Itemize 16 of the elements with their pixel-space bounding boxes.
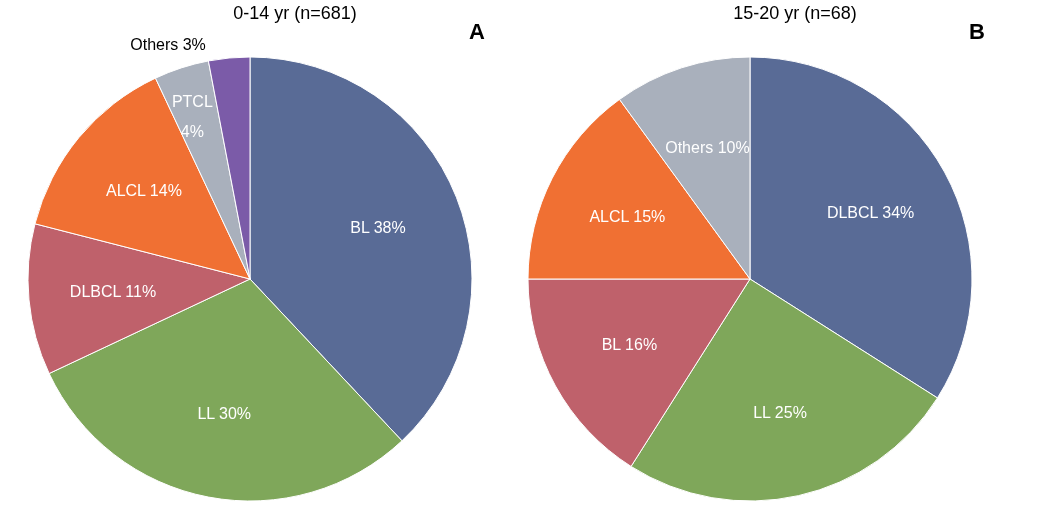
chart-title: 15-20 yr (n=68) — [733, 3, 857, 23]
slice-label: BL 16% — [601, 336, 658, 354]
text: A — [469, 19, 486, 44]
slice-label: PTCL — [171, 92, 213, 110]
slice-label: ALCL 14% — [105, 182, 182, 200]
data-label: 4% — [180, 122, 204, 140]
slice-label: Others 10% — [665, 139, 750, 157]
chart-title: 0-14 yr (n=681) — [233, 3, 357, 23]
slice-label: DLBCL 11% — [69, 282, 157, 300]
slice-label: Others 3% — [130, 35, 206, 53]
slice-label: BL 38% — [350, 219, 406, 237]
slice-label: ALCL 15% — [589, 207, 666, 225]
slice-label: LL 30% — [197, 405, 252, 423]
slice-label: DLBCL 34% — [826, 203, 915, 221]
text: B — [969, 19, 985, 44]
slice-label: LL 25% — [753, 404, 807, 422]
